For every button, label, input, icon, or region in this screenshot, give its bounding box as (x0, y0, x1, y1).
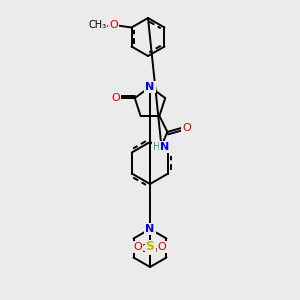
Text: S: S (146, 241, 154, 254)
Text: N: N (146, 82, 154, 92)
Text: O: O (182, 123, 191, 133)
Text: O: O (109, 20, 118, 31)
Text: O: O (134, 242, 142, 252)
Text: CH₃: CH₃ (88, 20, 106, 31)
Text: N: N (160, 142, 169, 152)
Text: O: O (111, 93, 120, 103)
Text: O: O (158, 242, 166, 252)
Text: CH₃: CH₃ (141, 244, 159, 254)
Text: N: N (146, 224, 154, 234)
Text: H: H (153, 142, 160, 152)
